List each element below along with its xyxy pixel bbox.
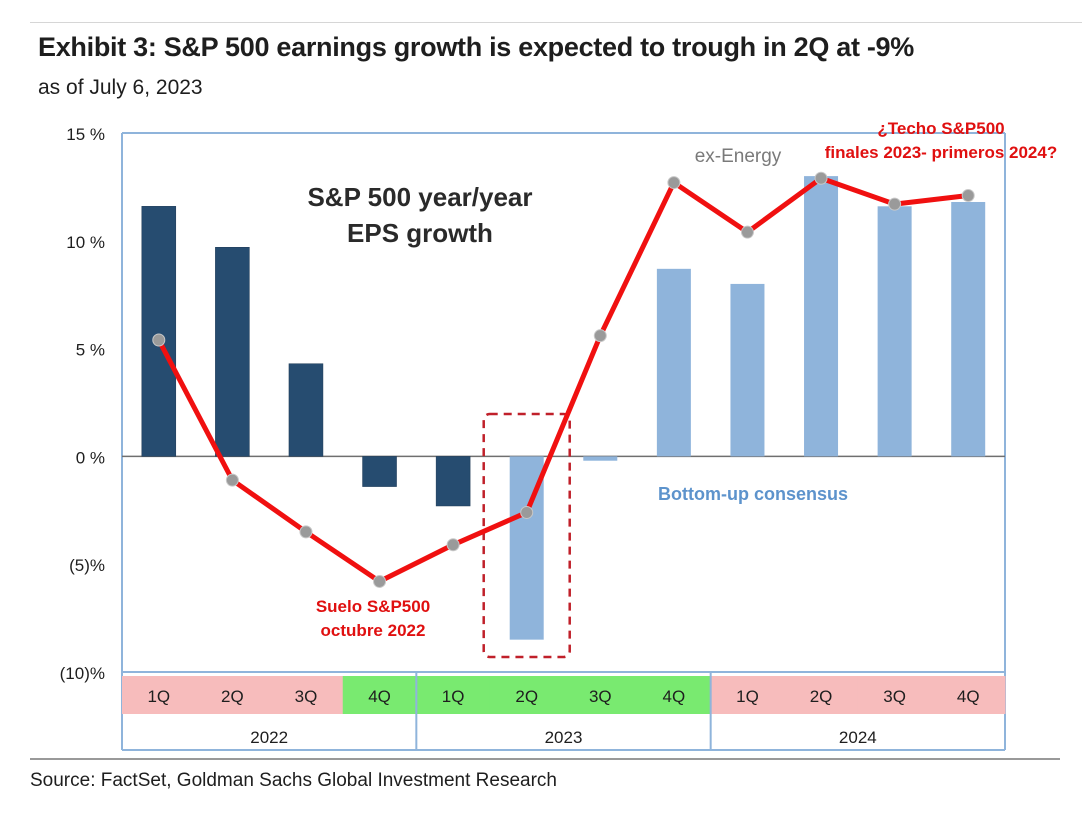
ex-energy-label: ex-Energy (695, 146, 782, 167)
x-tick-label: 2Q (221, 687, 244, 706)
line-marker (593, 329, 607, 343)
x-tick-label: 1Q (736, 687, 759, 706)
x-tick-label: 4Q (663, 687, 686, 706)
chart-subtitle: as of July 6, 2023 (38, 76, 203, 99)
bar (730, 283, 765, 457)
x-tick-label: 3Q (883, 687, 906, 706)
x-tick-label: 1Q (147, 687, 170, 706)
x-tick-label: 2Q (810, 687, 833, 706)
bar (877, 206, 912, 457)
quarter-cell (563, 676, 638, 714)
year-label: 2023 (545, 728, 583, 747)
quarter-cell (195, 676, 270, 714)
line-marker (446, 538, 460, 552)
chart-title: Exhibit 3: S&P 500 earnings growth is ex… (38, 32, 914, 62)
line-marker (152, 333, 166, 347)
line-marker (225, 473, 239, 487)
quarter-cell (931, 676, 1006, 714)
ex-energy-line (156, 175, 971, 584)
line-marker (814, 171, 828, 185)
x-tick-label: 4Q (957, 687, 980, 706)
x-tick-label: 2Q (515, 687, 538, 706)
bottom-rule (30, 758, 1060, 760)
quarter-cell (269, 676, 344, 714)
bar (951, 201, 986, 457)
bottom-up-consensus-label: Bottom-up consensus (658, 484, 848, 504)
y-tick-label: 5 % (76, 341, 105, 360)
x-tick-label: 3Q (589, 687, 612, 706)
line-marker (888, 197, 902, 211)
bar (435, 456, 471, 507)
bar (288, 363, 324, 457)
floor-annotation-line-2: octubre 2022 (321, 621, 426, 640)
y-tick-label: 0 % (76, 448, 105, 467)
quarter-cell (416, 676, 491, 714)
y-tick-label: (10)% (60, 664, 105, 683)
top-rule (30, 22, 1082, 23)
source-note: Source: FactSet, Goldman Sachs Global In… (30, 770, 557, 791)
line-marker (520, 505, 534, 519)
line-marker (667, 176, 681, 190)
line-marker (740, 225, 754, 239)
quarter-cell (857, 676, 932, 714)
ceiling-annotation-line-1: ¿Techo S&P500 (877, 119, 1004, 138)
quarter-cell (637, 676, 712, 714)
line-marker (299, 525, 313, 539)
bar (215, 247, 250, 457)
ceiling-annotation-line-2: finales 2023- primeros 2024? (825, 143, 1057, 162)
trough-highlight-box (482, 412, 571, 659)
bar (804, 176, 839, 457)
bar (141, 206, 177, 457)
bar (656, 268, 691, 457)
quarter-cell (784, 676, 859, 714)
bar (362, 456, 397, 487)
chart-inner-title-line-1: S&P 500 year/year (307, 182, 532, 212)
y-tick-label: (5)% (69, 556, 105, 575)
x-tick-label: 1Q (442, 687, 465, 706)
year-label: 2022 (250, 728, 288, 747)
bar (583, 456, 618, 461)
floor-annotation-line-1: Suelo S&P500 (316, 597, 430, 616)
y-tick-label: 15 % (66, 125, 105, 144)
y-tick-label: 10 % (66, 233, 105, 252)
line-marker (373, 574, 387, 588)
quarter-cell (710, 676, 785, 714)
quarter-cell (489, 676, 564, 714)
x-tick-label: 4Q (368, 687, 391, 706)
x-tick-label: 3Q (295, 687, 318, 706)
line-marker (961, 189, 975, 203)
chart-inner-title-line-2: EPS growth (347, 218, 493, 248)
quarter-cell (342, 676, 417, 714)
quarter-cell (122, 676, 197, 714)
year-label: 2024 (839, 728, 877, 747)
